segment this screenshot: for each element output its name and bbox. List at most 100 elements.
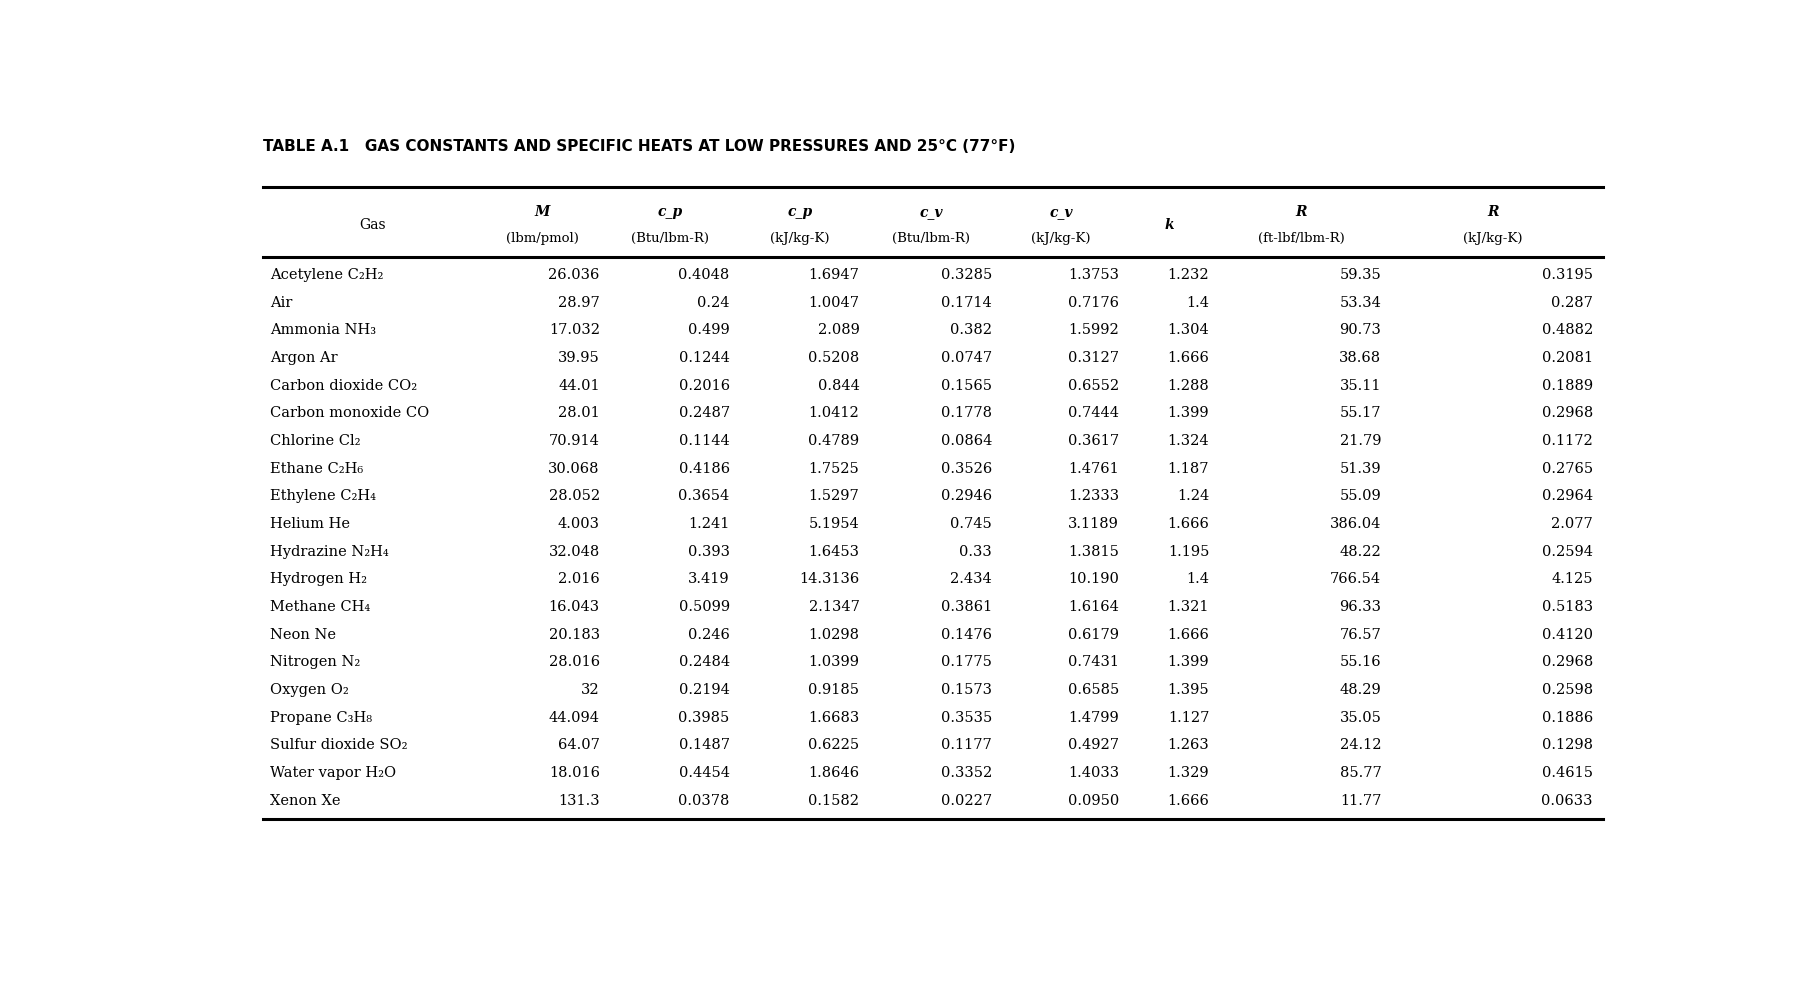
Text: Sulfur dioxide SO₂: Sulfur dioxide SO₂ xyxy=(269,739,408,752)
Text: 0.2484: 0.2484 xyxy=(679,656,730,670)
Text: 0.2081: 0.2081 xyxy=(1542,351,1592,365)
Text: 0.6225: 0.6225 xyxy=(808,739,859,752)
Text: 1.24: 1.24 xyxy=(1178,489,1208,503)
Text: 1.0298: 1.0298 xyxy=(808,628,859,642)
Text: 55.17: 55.17 xyxy=(1340,406,1381,420)
Text: 1.5297: 1.5297 xyxy=(808,489,859,503)
Text: 0.1487: 0.1487 xyxy=(679,739,730,752)
Text: (kJ/kg-K): (kJ/kg-K) xyxy=(1032,233,1090,246)
Text: 0.1244: 0.1244 xyxy=(679,351,730,365)
Text: 0.0633: 0.0633 xyxy=(1542,793,1592,807)
Text: 39.95: 39.95 xyxy=(559,351,601,365)
Text: 0.7431: 0.7431 xyxy=(1068,656,1119,670)
Text: Air: Air xyxy=(269,295,293,309)
Text: Nitrogen N₂: Nitrogen N₂ xyxy=(269,656,360,670)
Text: 1.666: 1.666 xyxy=(1167,517,1208,531)
Text: 0.5183: 0.5183 xyxy=(1542,600,1592,614)
Text: 766.54: 766.54 xyxy=(1330,572,1381,586)
Text: Ethane C₂H₆: Ethane C₂H₆ xyxy=(269,462,362,476)
Text: 55.16: 55.16 xyxy=(1340,656,1381,670)
Text: 0.2598: 0.2598 xyxy=(1542,683,1592,697)
Text: 16.043: 16.043 xyxy=(550,600,601,614)
Text: 2.077: 2.077 xyxy=(1551,517,1592,531)
Text: 18.016: 18.016 xyxy=(550,765,601,780)
Text: 0.287: 0.287 xyxy=(1551,295,1592,309)
Text: 0.393: 0.393 xyxy=(688,545,730,559)
Text: 1.7525: 1.7525 xyxy=(808,462,859,476)
Text: 0.4454: 0.4454 xyxy=(679,765,730,780)
Text: 21.79: 21.79 xyxy=(1340,434,1381,448)
Text: 26.036: 26.036 xyxy=(548,268,601,282)
Text: Argon Ar: Argon Ar xyxy=(269,351,337,365)
Text: c_p: c_p xyxy=(657,205,682,219)
Text: Acetylene C₂H₂: Acetylene C₂H₂ xyxy=(269,268,384,282)
Text: 0.3352: 0.3352 xyxy=(941,765,992,780)
Text: 1.2333: 1.2333 xyxy=(1068,489,1119,503)
Text: 1.241: 1.241 xyxy=(688,517,730,531)
Text: c_v: c_v xyxy=(919,205,943,219)
Text: Oxygen O₂: Oxygen O₂ xyxy=(269,683,349,697)
Text: 0.1476: 0.1476 xyxy=(941,628,992,642)
Text: 5.1954: 5.1954 xyxy=(808,517,859,531)
Text: 0.1298: 0.1298 xyxy=(1542,739,1592,752)
Text: Methane CH₄: Methane CH₄ xyxy=(269,600,369,614)
Text: Neon Ne: Neon Ne xyxy=(269,628,337,642)
Text: 0.1889: 0.1889 xyxy=(1542,378,1592,392)
Text: 0.4615: 0.4615 xyxy=(1542,765,1592,780)
Text: 0.1573: 0.1573 xyxy=(941,683,992,697)
Text: 1.399: 1.399 xyxy=(1168,406,1208,420)
Text: 20.183: 20.183 xyxy=(550,628,601,642)
Text: (kJ/kg-K): (kJ/kg-K) xyxy=(1463,233,1523,246)
Text: 0.0950: 0.0950 xyxy=(1068,793,1119,807)
Text: 0.7444: 0.7444 xyxy=(1068,406,1119,420)
Text: 0.7176: 0.7176 xyxy=(1068,295,1119,309)
Text: 1.666: 1.666 xyxy=(1167,628,1208,642)
Text: 28.01: 28.01 xyxy=(559,406,601,420)
Text: 1.304: 1.304 xyxy=(1167,323,1208,337)
Text: 1.321: 1.321 xyxy=(1168,600,1208,614)
Text: Chlorine Cl₂: Chlorine Cl₂ xyxy=(269,434,360,448)
Text: 0.6552: 0.6552 xyxy=(1068,378,1119,392)
Text: 0.2194: 0.2194 xyxy=(679,683,730,697)
Text: 1.288: 1.288 xyxy=(1167,378,1208,392)
Text: 1.0047: 1.0047 xyxy=(808,295,859,309)
Text: 1.5992: 1.5992 xyxy=(1068,323,1119,337)
Text: Ammonia NH₃: Ammonia NH₃ xyxy=(269,323,377,337)
Text: 0.1886: 0.1886 xyxy=(1542,711,1592,725)
Text: 0.1177: 0.1177 xyxy=(941,739,992,752)
Text: M: M xyxy=(535,205,550,219)
Text: 0.3127: 0.3127 xyxy=(1068,351,1119,365)
Text: 0.3195: 0.3195 xyxy=(1542,268,1592,282)
Text: c_p: c_p xyxy=(788,205,814,219)
Text: 0.3526: 0.3526 xyxy=(941,462,992,476)
Text: 0.2016: 0.2016 xyxy=(679,378,730,392)
Text: TABLE A.1   GAS CONSTANTS AND SPECIFIC HEATS AT LOW PRESSURES AND 25°C (77°F): TABLE A.1 GAS CONSTANTS AND SPECIFIC HEA… xyxy=(262,140,1016,155)
Text: 11.77: 11.77 xyxy=(1340,793,1381,807)
Text: 48.29: 48.29 xyxy=(1340,683,1381,697)
Text: 44.01: 44.01 xyxy=(559,378,601,392)
Text: 48.22: 48.22 xyxy=(1340,545,1381,559)
Text: 0.4789: 0.4789 xyxy=(808,434,859,448)
Text: 2.016: 2.016 xyxy=(559,572,601,586)
Text: 0.3985: 0.3985 xyxy=(679,711,730,725)
Text: 1.4: 1.4 xyxy=(1187,295,1208,309)
Text: (ft-lbf/lbm-R): (ft-lbf/lbm-R) xyxy=(1258,233,1345,246)
Text: 4.125: 4.125 xyxy=(1551,572,1592,586)
Text: 14.3136: 14.3136 xyxy=(799,572,859,586)
Text: 3.419: 3.419 xyxy=(688,572,730,586)
Text: 0.3285: 0.3285 xyxy=(941,268,992,282)
Text: 1.127: 1.127 xyxy=(1168,711,1208,725)
Text: 70.914: 70.914 xyxy=(550,434,601,448)
Text: 32.048: 32.048 xyxy=(548,545,601,559)
Text: 0.2946: 0.2946 xyxy=(941,489,992,503)
Text: 17.032: 17.032 xyxy=(550,323,601,337)
Text: 0.9185: 0.9185 xyxy=(808,683,859,697)
Text: Helium He: Helium He xyxy=(269,517,349,531)
Text: 1.232: 1.232 xyxy=(1168,268,1208,282)
Text: 0.5208: 0.5208 xyxy=(808,351,859,365)
Text: 76.57: 76.57 xyxy=(1340,628,1381,642)
Text: 0.745: 0.745 xyxy=(950,517,992,531)
Text: 0.4048: 0.4048 xyxy=(679,268,730,282)
Text: 4.003: 4.003 xyxy=(559,517,601,531)
Text: 1.0412: 1.0412 xyxy=(808,406,859,420)
